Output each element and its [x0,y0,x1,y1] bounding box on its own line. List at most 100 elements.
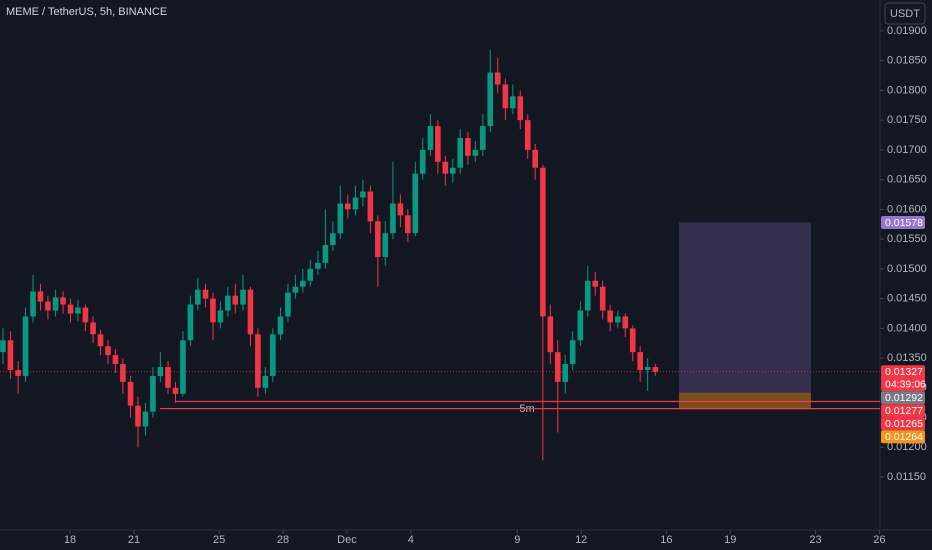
candle-body [487,72,494,127]
candle-body [105,346,111,356]
x-tick-label: 19 [724,534,736,546]
candle-body [442,161,449,174]
candle-body [307,268,314,281]
candle-body [30,291,36,317]
candle-body [494,72,501,85]
y-tick-label: 0.01550 [887,233,927,245]
y-tick-label: 0.01600 [887,203,927,215]
candle-body [457,138,464,168]
candle-body [150,375,156,412]
candle-body [22,316,29,376]
y-tick-label: 0.01500 [887,263,927,275]
candle-body [202,289,209,299]
candle-body [112,355,119,365]
candle-body [232,295,239,305]
candle-body [480,126,486,150]
candle-body [195,289,201,305]
price-tag [881,430,925,444]
price-tag [881,417,925,431]
x-tick-label: 9 [514,534,520,546]
candle-body [187,304,194,341]
candle-body [45,301,51,311]
candle-body [75,307,81,314]
target-zone [678,222,811,393]
candle-body [577,310,584,341]
candle-body [15,369,21,376]
price-tag-label: 0.01327 [885,366,923,378]
x-tick-label: 28 [277,534,289,546]
candle-body [644,367,651,370]
candle-body [375,221,381,257]
candle-body [592,280,599,287]
candle-body [0,340,6,353]
candle-body [172,387,179,394]
x-tick-label: 12 [575,534,587,546]
candle-body [270,334,276,376]
price-tag [881,365,925,392]
candle-body [562,364,569,382]
candle-body [554,352,561,382]
candle-body [337,203,344,234]
candle-body [247,289,254,335]
candle-body [652,367,659,372]
candle-body [240,289,246,305]
y-tick-label: 0.01700 [887,144,927,156]
candle-body [90,322,96,335]
candle-body [397,203,404,216]
x-tick-label: Dec [337,534,357,546]
candle-body [367,191,374,222]
candle-body [390,203,396,234]
candle-body [449,167,456,174]
candle-body [120,364,126,382]
candle-body [517,96,524,121]
candle-body [262,375,269,388]
candle-body [135,405,141,427]
candle-body [180,340,186,394]
x-tick-label: 25 [213,534,225,546]
price-tag-label: 0.01277 [885,405,923,417]
candle-body [277,316,284,335]
price-tag [881,391,925,405]
candle-body [255,334,261,388]
candle-body [615,316,621,323]
candle-body [629,328,636,353]
y-tick-label: 0.01850 [887,55,927,67]
x-tick-label: 23 [809,534,821,546]
candle-body [622,316,629,329]
y-tick-label: 0.01200 [887,441,927,453]
x-tick-label: 18 [64,534,76,546]
y-tick-label: 0.01800 [887,84,927,96]
chart-title: MEME / TetherUS, 5h, BINANCE [6,6,167,18]
y-tick-label: 0.01400 [887,322,927,334]
candle-body [330,233,336,246]
candle-body [52,297,59,311]
candle-body [412,173,419,234]
candle-body [540,167,546,317]
candle-body [569,340,576,365]
candle-body [344,203,351,210]
y-tick-label: 0.01900 [887,25,927,37]
candle-body [472,149,479,156]
y-tick-label: 0.01750 [887,114,927,126]
candle-body [7,340,14,370]
y-tick-label: 0.01450 [887,293,927,305]
candle-body [165,367,171,388]
candle-body [510,96,516,109]
candle-body [599,286,606,311]
candle-body [524,120,531,150]
currency-label[interactable]: USDT [890,8,920,20]
candle-body [435,126,441,162]
candle-body [37,291,44,302]
price-tag [881,404,925,418]
candle-body [532,149,538,168]
price-tag-label: 0.01264 [885,431,923,443]
price-tag-label: 0.01292 [885,392,923,404]
currency-button[interactable] [884,2,926,25]
candle-body [637,352,643,370]
price-tag-countdown: 04:39:06 [885,379,926,391]
candle-body [142,411,149,427]
candle-body [382,233,389,257]
candle-body [465,138,471,156]
candle-body [360,191,366,198]
